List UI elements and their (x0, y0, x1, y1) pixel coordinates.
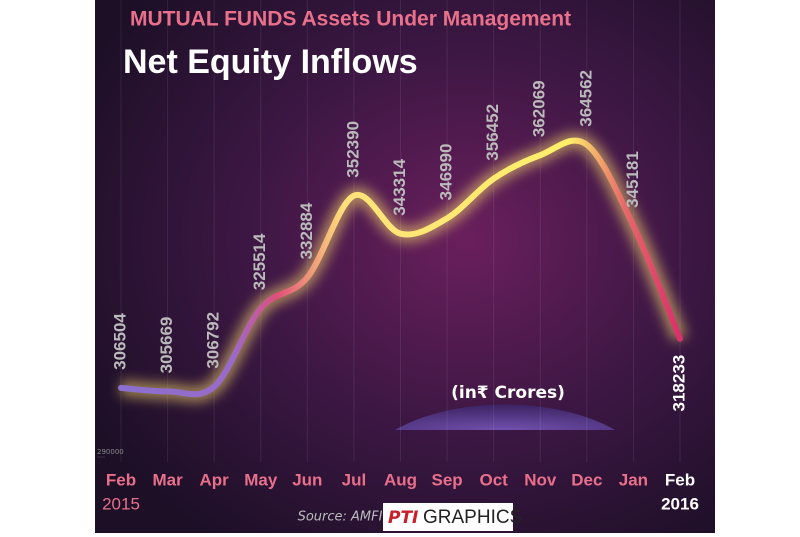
x-tick-label: Aug (384, 470, 417, 489)
credit-text: GRAPHICS (423, 507, 522, 528)
background (95, 0, 715, 533)
x-tick-label: May (244, 470, 278, 489)
x-tick-label: Sep (431, 470, 462, 489)
source: Source: AMFI (298, 510, 383, 525)
dome (395, 404, 615, 430)
value-label: 325514 (250, 233, 269, 290)
value-label: 346990 (437, 144, 456, 201)
x-tick-label: Apr (200, 470, 230, 489)
value-label: 318233 (669, 355, 688, 412)
x-tick-label: Mar (152, 470, 183, 489)
x-tick-label: Oct (479, 470, 508, 489)
chart-title: MUTUAL FUNDS Assets Under Management (130, 8, 571, 31)
x-tick-label: Feb (106, 470, 136, 489)
credit-logo: PTI (388, 508, 418, 528)
x-tick-label: Nov (524, 470, 557, 489)
x-tick-label: Feb (665, 470, 695, 489)
value-label: 364562 (576, 70, 595, 127)
value-label: 306792 (204, 312, 223, 369)
x-tick-label: Dec (571, 470, 602, 489)
value-label: 305669 (157, 317, 176, 374)
value-label: 306504 (110, 313, 129, 370)
value-label: 362069 (530, 80, 549, 137)
x-tick-label: Jul (342, 470, 367, 489)
x-year-label: 2015 (102, 494, 140, 513)
value-label: 345181 (623, 151, 642, 208)
x-year-label: 2016 (661, 494, 699, 513)
value-label: 332884 (297, 202, 316, 259)
value-label: 352390 (343, 121, 362, 178)
value-label: 343314 (390, 158, 409, 215)
credit-box (383, 503, 513, 531)
x-tick-label: Jun (292, 470, 322, 489)
y-tick-label: 290000 (97, 448, 124, 456)
chart-subtitle: Net Equity Inflows (123, 43, 418, 81)
data-line (118, 137, 683, 398)
unit-note: (in₹ Crores) (451, 383, 565, 403)
x-tick-label: Jan (619, 470, 648, 489)
value-label: 356452 (483, 104, 502, 161)
